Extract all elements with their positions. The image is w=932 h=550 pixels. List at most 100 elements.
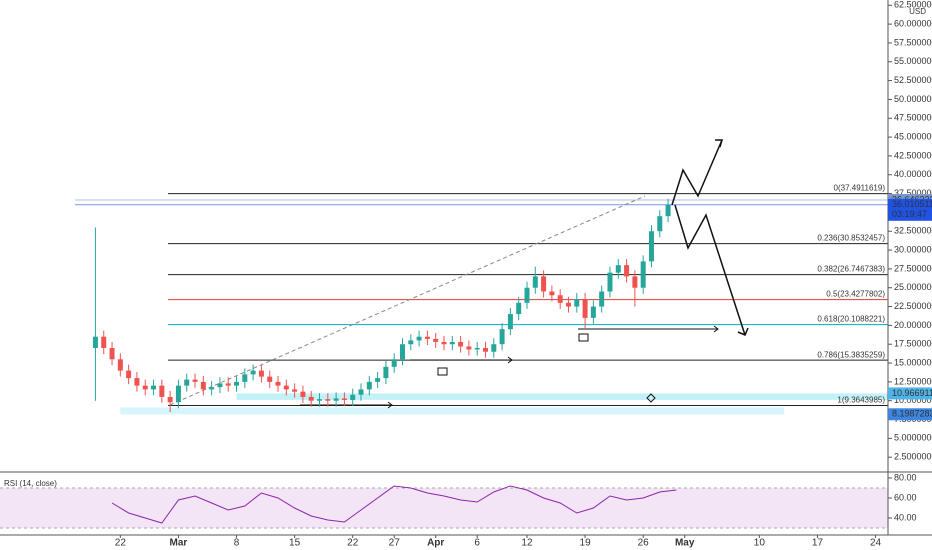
arrow-head	[387, 401, 393, 409]
candle-body	[375, 378, 381, 382]
rsi-title: RSI (14, close)	[4, 479, 57, 488]
rsi-tick-label: 60.00	[894, 492, 917, 502]
candle-body	[167, 396, 173, 403]
y-tick-label: 32.5000000	[894, 226, 932, 236]
candle-body	[209, 387, 215, 390]
icon	[646, 393, 656, 403]
candle-body	[275, 381, 281, 386]
candle-body	[142, 385, 148, 390]
fib-label: 0.5(23.4277802)	[826, 290, 885, 299]
y-tick-label: 25.0000000	[894, 282, 932, 292]
candle-body	[117, 359, 123, 371]
candle-body	[632, 276, 638, 288]
candle-body	[549, 291, 555, 296]
candle-body	[250, 370, 256, 375]
x-tick-label: 10	[754, 538, 766, 549]
price-tag-label: 10.9669111	[892, 388, 932, 398]
candle-body	[582, 299, 588, 318]
projection-up	[671, 139, 723, 206]
y-tick-label: 52.5000000	[894, 75, 932, 85]
candle-body	[648, 231, 654, 262]
x-tick-label: 27	[389, 538, 401, 549]
price-tag-label: 36.0105115	[892, 199, 932, 209]
candle-body	[516, 302, 522, 315]
candle-body	[590, 306, 596, 318]
countdown: 03:19:47	[892, 209, 927, 219]
candle-body	[541, 276, 547, 292]
candle-body	[192, 379, 198, 382]
zone	[120, 407, 785, 415]
candle-body	[308, 396, 314, 401]
candle-body	[657, 216, 663, 232]
candle-body	[341, 398, 347, 400]
candle-body	[640, 261, 646, 288]
candle-body	[532, 276, 538, 288]
candle-body	[574, 299, 580, 307]
candle-body	[474, 347, 480, 350]
y-tick-label: 45.0000000	[894, 131, 932, 141]
price-axis-bg	[888, 0, 932, 550]
candle-body	[358, 389, 364, 395]
x-tick-label: May	[675, 538, 695, 549]
candle-body	[101, 336, 107, 348]
rsi-line	[111, 485, 677, 524]
candle-body	[159, 385, 165, 397]
x-tick-label: 19	[580, 538, 592, 549]
arrow-head	[713, 325, 719, 333]
candle-body	[283, 385, 289, 390]
currency: USD	[909, 7, 926, 16]
y-tick-label: 60.0000000	[894, 18, 932, 28]
axis-labels: 80.0060.0040.002.50000005.00000007.50000…	[115, 0, 932, 549]
zone	[236, 393, 888, 400]
y-tick-label: 15.0000000	[894, 357, 932, 367]
fib-label: 0.236(30.8532457)	[817, 234, 885, 243]
x-tick-label: 22	[347, 538, 359, 549]
y-tick-label: 30.0000000	[894, 244, 932, 254]
fib-label: 0(37.4911619)	[834, 184, 886, 193]
y-tick-label: 42.5000000	[894, 150, 932, 160]
candle-body	[408, 340, 414, 345]
x-tick-label: 26	[638, 538, 650, 549]
arrow-head	[507, 356, 513, 364]
candles	[0, 198, 888, 529]
candle-body	[441, 341, 447, 345]
candle-body	[217, 383, 223, 388]
candle-body	[292, 389, 298, 392]
candle-body	[565, 302, 571, 307]
candle-body	[524, 287, 530, 303]
arrow-head	[737, 327, 749, 336]
candle-body	[624, 265, 630, 277]
fib-label: 0.382(26.7467383)	[817, 265, 885, 274]
y-tick-label: 20.0000000	[894, 320, 932, 330]
x-tick-label: 17	[812, 538, 824, 549]
candle-body	[258, 370, 264, 377]
y-tick-label: 50.0000000	[894, 94, 932, 104]
candle-body	[350, 394, 356, 400]
x-tick-label: Mar	[170, 538, 188, 549]
candle-body	[109, 347, 115, 360]
candle-body	[466, 346, 472, 350]
candle-body	[449, 341, 455, 345]
y-tick-label: 5.0000000	[894, 433, 932, 443]
candle-body	[184, 379, 190, 386]
candle-body	[433, 338, 439, 342]
y-tick-label: 17.5000000	[894, 339, 932, 349]
ray-lines	[300, 325, 719, 409]
candle-body	[607, 272, 613, 292]
x-tick-label: 15	[289, 538, 301, 549]
y-tick-label: 47.5000000	[894, 113, 932, 123]
candle-body	[134, 378, 140, 386]
time-axis-bg	[0, 535, 932, 550]
y-tick-label: 57.5000000	[894, 37, 932, 47]
x-tick-label: Apr	[427, 538, 444, 549]
price-tag	[888, 408, 932, 421]
rsi-band	[0, 488, 888, 528]
candle-body	[416, 336, 422, 341]
y-tick-label: 22.5000000	[894, 301, 932, 311]
rsi-tick-label: 40.00	[894, 512, 917, 522]
candle-body	[151, 385, 157, 390]
candle-body	[391, 359, 397, 367]
candle-body	[126, 370, 132, 379]
x-tick-label: 8	[234, 538, 240, 549]
